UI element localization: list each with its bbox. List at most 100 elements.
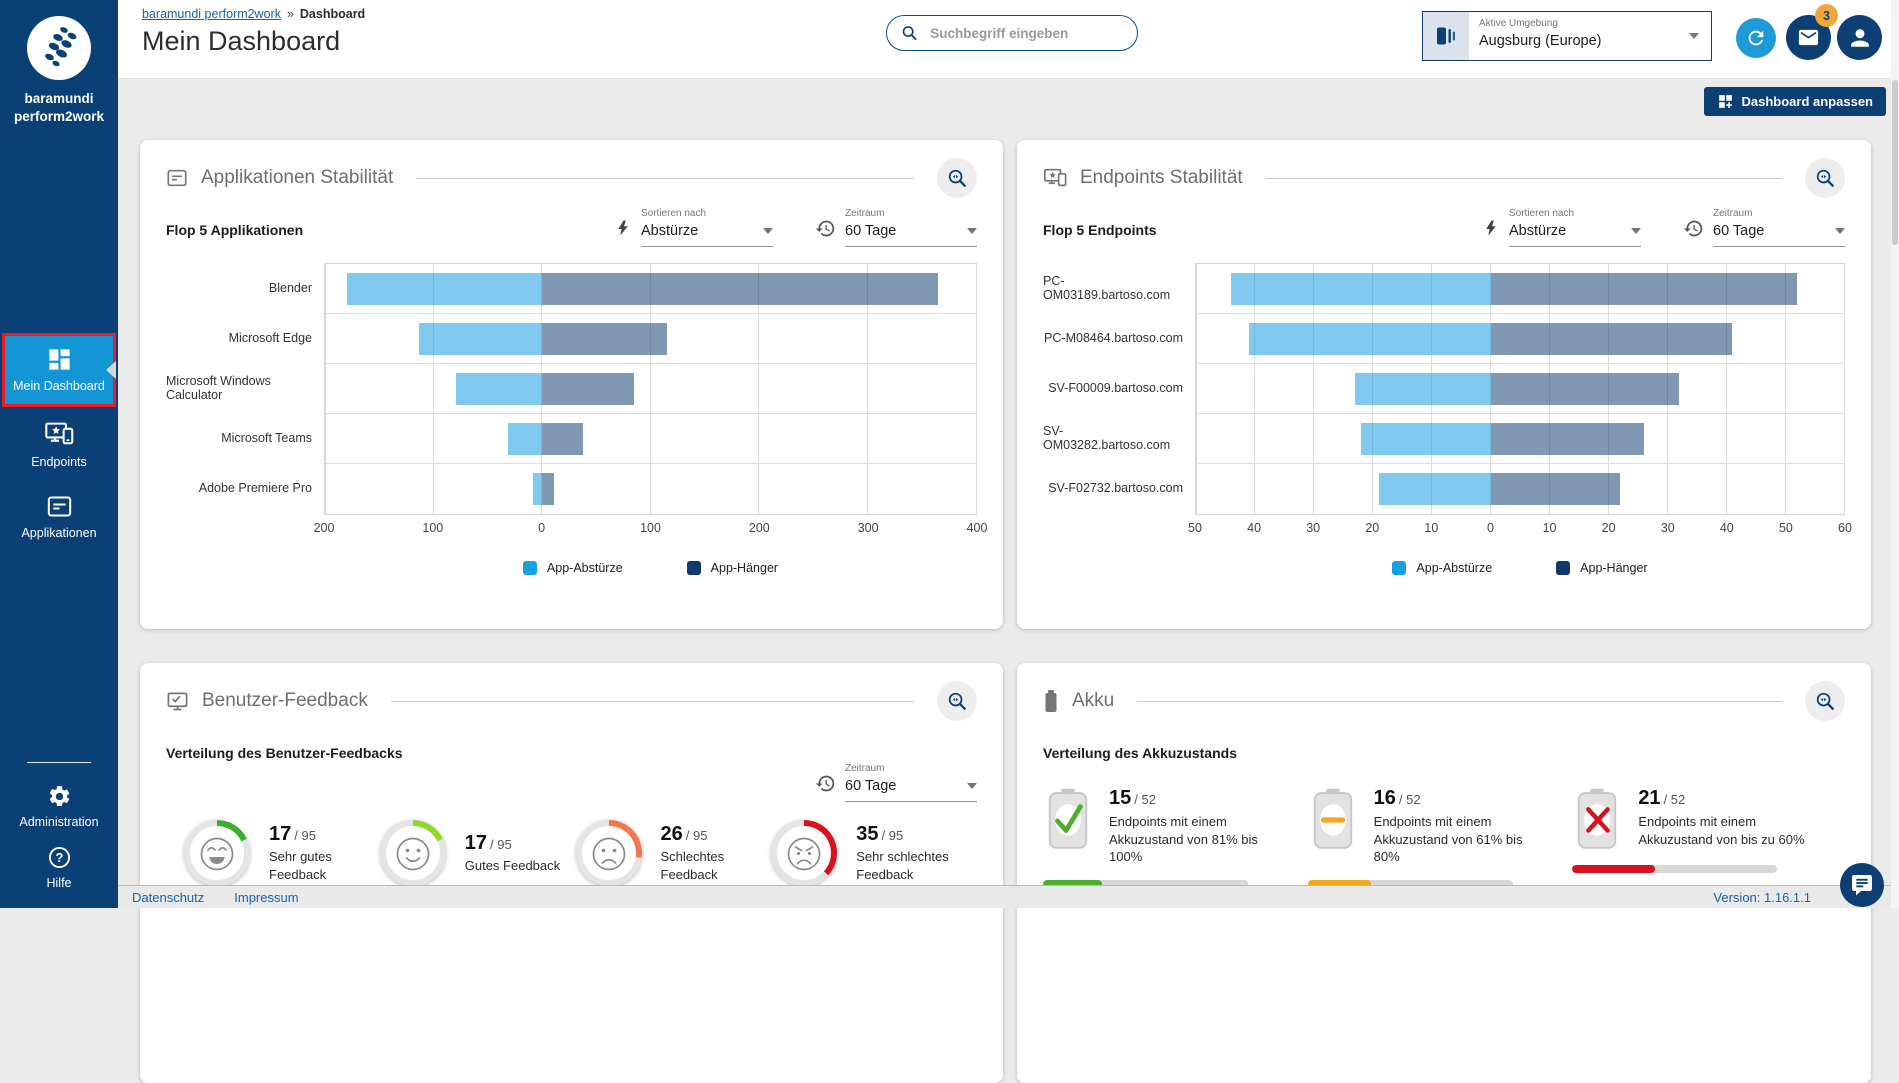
- axis-tick-label: 60: [1838, 521, 1852, 535]
- page-title: Mein Dashboard: [142, 26, 341, 56]
- legend-label: App-Abstürze: [1416, 561, 1493, 575]
- battery-value: 21/ 52: [1638, 787, 1686, 809]
- footer-link-impressum[interactable]: Impressum: [234, 889, 299, 905]
- card-battery: Akku Verteilung des Akkuzustands 15/ 52 E…: [1017, 663, 1871, 1083]
- breadcrumb-root-link[interactable]: baramundi perform2work: [142, 7, 281, 21]
- axis-tick-label: 40: [1719, 521, 1734, 535]
- dashboard-grid-icon: [5, 346, 113, 373]
- sidebar-item-label: Applikationen: [21, 526, 97, 540]
- divider: [390, 700, 914, 702]
- legend-item-app-abst-rze[interactable]: App-Abstürze: [1392, 561, 1492, 575]
- baramundi-logo-icon: [45, 27, 77, 67]
- dropdown-value: Abstürze: [1509, 223, 1567, 239]
- sidebar-item-mein-dashboard[interactable]: Mein Dashboard: [2, 333, 116, 407]
- environment-value: Augsburg (Europe): [1479, 33, 1602, 49]
- bar-app-abst-rze: [456, 372, 542, 406]
- history-icon: [815, 773, 836, 794]
- card-zoom-button[interactable]: [937, 681, 977, 721]
- legend-item-app-h-nger[interactable]: App-Hänger: [1556, 561, 1648, 575]
- dropdown-label: Sortieren nach: [641, 208, 707, 219]
- lightning-icon: [1482, 217, 1500, 239]
- refresh-button[interactable]: [1736, 18, 1776, 58]
- bar-app-h-nger: [542, 322, 667, 356]
- legend-item-app-abst-rze[interactable]: App-Abstürze: [522, 561, 623, 575]
- chart-category-label: SV-F00009.bartoso.com: [1048, 381, 1183, 395]
- card-endpoint-stability: Endpoints Stabilität Flop 5 Endpoints: [1017, 140, 1871, 629]
- card-subtitle: Verteilung des Benutzer-Feedbacks: [166, 745, 403, 761]
- user-button[interactable]: [1837, 15, 1882, 60]
- card-app-stability: Applikationen Stabilität Flop 5 Applikat…: [140, 140, 1003, 629]
- dropdown-value: Abstürze: [641, 223, 699, 239]
- footer-link-datenschutz[interactable]: Datenschutz: [132, 889, 205, 905]
- card-title: Applikationen Stabilität: [201, 167, 394, 188]
- sort-dropdown[interactable]: Sortieren nach Abstürze: [614, 208, 773, 247]
- bar-app-h-nger: [1490, 422, 1644, 456]
- chat-button[interactable]: [1840, 863, 1884, 907]
- sort-dropdown[interactable]: Sortieren nach Abstürze: [1482, 208, 1641, 247]
- period-dropdown[interactable]: Zeitraum 60 Tage: [815, 208, 977, 247]
- sidebar-item-endpoints[interactable]: Endpoints: [0, 407, 118, 481]
- scrollbar-track[interactable]: [1891, 0, 1899, 908]
- refresh-icon: [1748, 30, 1764, 46]
- dropdown-label: Zeitraum: [845, 208, 885, 219]
- gauge-label: Sehr gutes Feedback: [269, 848, 332, 882]
- dropdown-label: Zeitraum: [845, 763, 885, 774]
- chart-category-label: SV-OM03282.bartoso.com: [1043, 424, 1171, 452]
- card-zoom-button[interactable]: [1805, 158, 1845, 198]
- axis-tick-label: 200: [748, 521, 770, 535]
- axis-tick-label: 100: [422, 521, 444, 535]
- sidebar-divider: [27, 762, 91, 763]
- scrollbar-thumb[interactable]: [1892, 80, 1898, 245]
- chart-category-label: Microsoft Edge: [228, 331, 312, 345]
- chevron-down-icon: [1689, 33, 1699, 39]
- sidebar-item-applikationen[interactable]: Applikationen: [0, 481, 118, 552]
- search-input[interactable]: [928, 24, 1123, 42]
- bar-app-h-nger: [1490, 322, 1733, 356]
- sidebar-item-administration[interactable]: Administration: [0, 776, 118, 837]
- card-zoom-button[interactable]: [1805, 681, 1845, 721]
- battery-cross-icon: [1578, 788, 1617, 849]
- gear-icon: [0, 784, 118, 809]
- gauge-label: Gutes Feedback: [464, 857, 561, 873]
- chart-legend: App-Abstürze App-Hänger: [324, 561, 977, 575]
- legend-swatch: [522, 561, 537, 575]
- chart-category-label: Microsoft Teams: [221, 431, 312, 445]
- battery-icon: [1043, 689, 1059, 713]
- axis-tick-label: 10: [1424, 521, 1439, 535]
- card-title: Endpoints Stabilität: [1080, 167, 1243, 188]
- period-dropdown[interactable]: Zeitraum 60 Tage: [815, 763, 977, 802]
- gauge-label: Schlechtes Feedback: [660, 848, 725, 882]
- sidebar-bottom-nav: Administration? Hilfe: [0, 776, 118, 898]
- top-header: baramundi perform2work » Dashboard Mein Da…: [118, 0, 1891, 79]
- period-dropdown[interactable]: Zeitraum 60 Tage: [1683, 208, 1845, 247]
- chart-category-label: Adobe Premiere Pro: [198, 481, 312, 495]
- battery-items: 15/ 52 Endpoints mit einem Akkuzustand vo…: [1043, 787, 1845, 888]
- battery-status-dash: 16/ 52 Endpoints mit einem Akkuzustand vo…: [1307, 787, 1573, 888]
- divider: [416, 177, 914, 179]
- environment-selector[interactable]: Aktive Umgebung Augsburg (Europe): [1422, 11, 1712, 61]
- feedback-gauges: 17/ 95 Sehr gutes Feedback 17/ 95 Gutes Fee…: [166, 816, 977, 890]
- customize-dashboard-button[interactable]: Dashboard anpassen: [1703, 87, 1886, 116]
- dropdown-value: 60 Tage: [845, 778, 897, 794]
- user-icon: [1850, 28, 1869, 47]
- card-zoom-button[interactable]: [937, 158, 977, 198]
- chevron-down-icon: [967, 783, 977, 789]
- dropdown-value: 60 Tage: [845, 223, 897, 239]
- bar-app-h-nger: [1490, 272, 1797, 306]
- environment-icon: [1423, 12, 1469, 60]
- sidebar-item-hilfe[interactable]: ? Hilfe: [0, 837, 118, 898]
- bar-app-abst-rze: [419, 322, 542, 356]
- bar-app-h-nger: [542, 472, 554, 506]
- bar-app-abst-rze: [1355, 372, 1491, 406]
- dropdown-label: Sortieren nach: [1509, 208, 1575, 219]
- sidebar-item-label: Mein Dashboard: [13, 379, 105, 393]
- axis-tick-label: 10: [1542, 521, 1557, 535]
- card-subtitle: Verteilung des Akkuzustands: [1043, 745, 1237, 761]
- battery-status-cross: 21/ 52 Endpoints mit einem Akkuzustand vo…: [1572, 787, 1837, 888]
- breadcrumb-separator: »: [286, 7, 294, 21]
- sidebar-item-label: Endpoints: [31, 455, 87, 469]
- search-icon: [902, 26, 917, 40]
- legend-item-app-h-nger[interactable]: App-Hänger: [686, 561, 778, 575]
- search-box[interactable]: [886, 15, 1138, 51]
- chart-category-label: SV-F02732.bartoso.com: [1048, 481, 1183, 495]
